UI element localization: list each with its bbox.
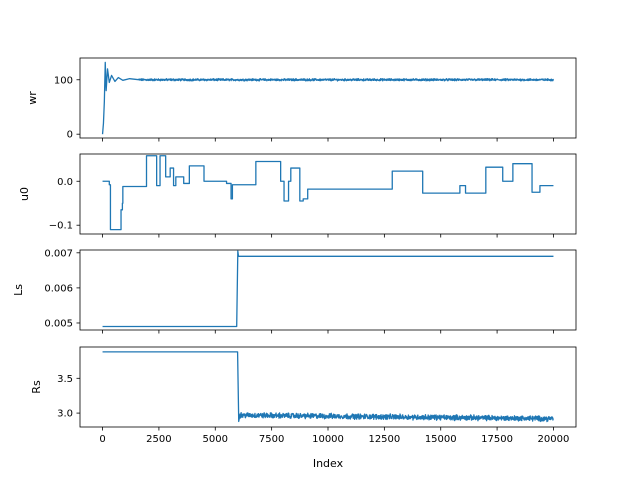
subplot-u0: −0.1 0.0 u0 <box>18 153 577 238</box>
x-tick-label: 2500 <box>146 434 171 445</box>
series-line-rs <box>102 351 554 423</box>
y-tick-label: 0 <box>67 130 73 141</box>
series-line-wr <box>101 61 554 135</box>
y-axis-label-ls: Ls <box>12 284 25 296</box>
y-tick-label: 0.0 <box>57 177 73 188</box>
y-ticks: 0.005 0.006 0.007 <box>44 248 80 329</box>
x-tick-label: 7500 <box>259 434 284 445</box>
y-ticks: −0.1 0.0 <box>49 177 80 232</box>
y-tick-label: 3.5 <box>57 374 73 385</box>
x-tick-label: 12500 <box>368 434 400 445</box>
x-axis-label: Index <box>313 457 344 470</box>
y-tick-label: 0.005 <box>44 318 73 329</box>
x-tick-label: 5000 <box>203 434 228 445</box>
subplot-ls: 0.005 0.006 0.007 Ls <box>12 248 577 334</box>
series-line-ls <box>102 250 554 328</box>
subplot-wr: 0 100 wr <box>26 57 577 142</box>
y-ticks: 0 100 <box>54 75 80 141</box>
y-axis-label-rs: Rs <box>30 380 43 394</box>
x-ticks <box>102 330 554 334</box>
y-tick-label: 3.0 <box>57 409 73 420</box>
y-axis-label-wr: wr <box>26 91 39 105</box>
y-axis-label-u0: u0 <box>18 187 31 201</box>
x-tick-label: 15000 <box>425 434 457 445</box>
x-tick-label: 0 <box>99 434 105 445</box>
y-ticks: 3.0 3.5 <box>57 374 80 420</box>
y-tick-label: 0.007 <box>44 248 73 259</box>
x-ticks <box>102 234 554 238</box>
y-tick-label: 0.006 <box>44 283 73 294</box>
y-tick-label: 100 <box>54 75 73 86</box>
x-tick-label: 20000 <box>538 434 570 445</box>
y-tick-label: −0.1 <box>49 221 73 232</box>
series-line-u0 <box>102 155 554 231</box>
subplot-rs: 3.0 3.5 0 2500 5000 7500 10000 12500 15000 17500… <box>30 346 577 445</box>
x-tick-label: 17500 <box>481 434 513 445</box>
x-ticks: 0 2500 5000 7500 10000 12500 15000 17500 20000 <box>99 427 569 445</box>
x-ticks <box>102 138 554 142</box>
x-tick-label: 10000 <box>312 434 344 445</box>
